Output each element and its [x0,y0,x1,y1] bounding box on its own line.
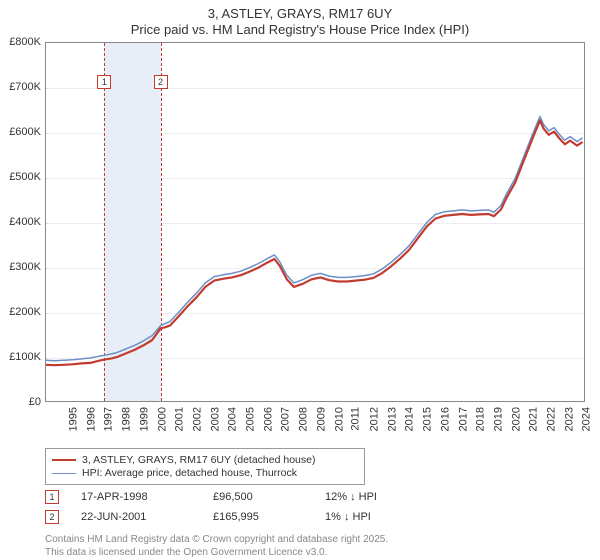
x-tick-label: 2015 [422,407,434,431]
event-marker: 2 [45,510,59,524]
legend-box: 3, ASTLEY, GRAYS, RM17 6UY (detached hou… [45,448,365,485]
series-hpi [46,116,583,360]
event-row: 1 17-APR-1998 £96,500 12% ↓ HPI [45,490,377,504]
x-tick-label: 2005 [245,407,257,431]
legend-label: HPI: Average price, detached house, Thur… [82,467,297,479]
x-tick-label: 2010 [333,407,345,431]
legend-swatch [52,473,76,474]
footer-attribution: Contains HM Land Registry data © Crown c… [45,534,388,559]
x-tick-label: 2014 [404,407,416,431]
event-date: 17-APR-1998 [81,491,191,503]
x-tick-label: 2020 [510,407,522,431]
x-tick-label: 1998 [121,407,133,431]
y-tick-label: £200K [0,306,41,318]
y-tick-label: £700K [0,81,41,93]
series-svg [46,43,585,402]
event-delta: 1% ↓ HPI [325,511,371,523]
y-tick-label: £300K [0,261,41,273]
y-tick-label: £0 [0,396,41,408]
title-address: 3, ASTLEY, GRAYS, RM17 6UY [0,6,600,21]
y-tick-label: £600K [0,126,41,138]
legend-label: 3, ASTLEY, GRAYS, RM17 6UY (detached hou… [82,454,315,466]
x-tick-label: 2007 [280,407,292,431]
y-tick-label: £400K [0,216,41,228]
x-tick-label: 2008 [298,407,310,431]
x-tick-label: 2009 [315,407,327,431]
legend-swatch [52,459,76,461]
footer-line1: Contains HM Land Registry data © Crown c… [45,534,388,547]
x-tick-label: 2019 [492,407,504,431]
event-price: £96,500 [213,491,303,503]
footer-line2: This data is licensed under the Open Gov… [45,547,388,560]
event-marker: 1 [45,490,59,504]
legend-item: 3, ASTLEY, GRAYS, RM17 6UY (detached hou… [52,454,358,466]
event-price: £165,995 [213,511,303,523]
title-subtitle: Price paid vs. HM Land Registry's House … [0,22,600,37]
y-tick-label: £100K [0,351,41,363]
plot-area: 12 [45,42,585,402]
series-price_paid [46,120,583,365]
legend-item: HPI: Average price, detached house, Thur… [52,467,358,479]
title-block: 3, ASTLEY, GRAYS, RM17 6UY Price paid vs… [0,0,600,37]
x-tick-label: 2021 [528,407,540,431]
x-tick-label: 2004 [227,407,239,431]
x-tick-label: 2001 [174,407,186,431]
x-tick-label: 2012 [368,407,380,431]
x-tick-label: 2018 [475,407,487,431]
x-tick-label: 2000 [156,407,168,431]
x-tick-label: 1997 [103,407,115,431]
x-tick-label: 2011 [350,407,362,431]
event-delta: 12% ↓ HPI [325,491,377,503]
x-tick-label: 1999 [138,407,150,431]
x-tick-label: 2002 [191,407,203,431]
x-tick-label: 2006 [262,407,274,431]
x-tick-label: 2013 [386,407,398,431]
x-tick-label: 1996 [85,407,97,431]
x-tick-label: 2017 [457,407,469,431]
x-tick-label: 2016 [439,407,451,431]
chart-container: 3, ASTLEY, GRAYS, RM17 6UY Price paid vs… [0,0,600,560]
x-tick-label: 2022 [546,407,558,431]
x-tick-label: 2024 [581,407,593,431]
event-row: 2 22-JUN-2001 £165,995 1% ↓ HPI [45,510,371,524]
x-tick-label: 2003 [209,407,221,431]
y-tick-label: £800K [0,36,41,48]
x-tick-label: 1995 [67,407,79,431]
event-date: 22-JUN-2001 [81,511,191,523]
x-tick-label: 2023 [563,407,575,431]
y-tick-label: £500K [0,171,41,183]
